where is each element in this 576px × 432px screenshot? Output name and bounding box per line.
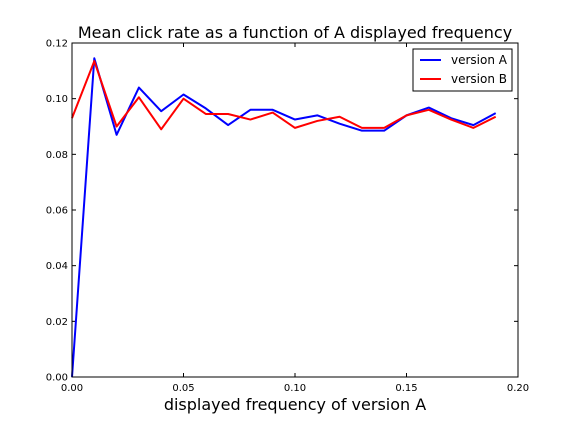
y-tick-label: 0.08 [46,150,68,161]
y-tick-label: 0.02 [46,317,68,328]
x-tick-label: 0.10 [284,383,306,394]
y-tick-label: 0.10 [46,94,68,105]
y-tick-label: 0.04 [46,261,68,272]
series-line-version-b [71,60,497,131]
series-line-version-a [71,57,497,378]
chart-title: Mean click rate as a function of A displ… [78,23,512,42]
legend-box [412,48,513,92]
x-tick-label: 0.05 [172,383,194,394]
tick-labels: 0.00 0.05 0.10 0.15 0.20 0.00 0.02 0.04 0.06 0.08… [46,39,529,395]
axes-frame [71,42,519,378]
x-tick-label: 0.15 [395,383,417,394]
series-layer [71,57,497,378]
x-axis-label: displayed frequency of version A [164,395,426,414]
x-tick-label: 0.20 [507,383,529,394]
legend-label: version B [451,72,507,86]
legend-label: version A [451,53,508,67]
x-tick-label: 0.00 [61,383,83,394]
axis-ticks [71,42,519,378]
y-tick-label: 0.00 [46,373,68,384]
legend: version A version B [412,48,513,92]
y-tick-label: 0.06 [46,206,68,217]
y-tick-label: 0.12 [46,39,68,50]
